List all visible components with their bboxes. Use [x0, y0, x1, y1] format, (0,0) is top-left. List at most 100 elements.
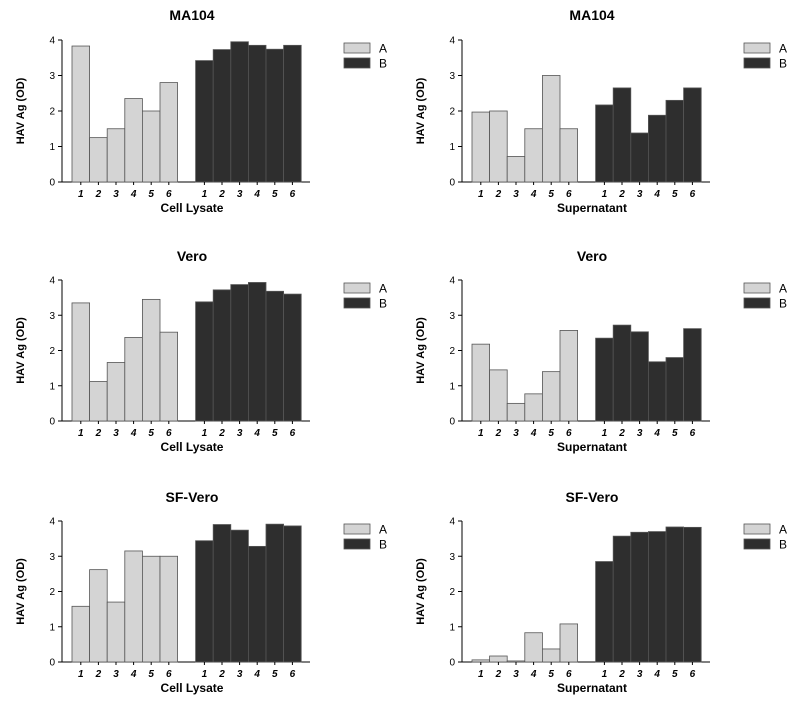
x-tick-label: 6 — [566, 428, 572, 439]
legend-swatch-b — [743, 538, 771, 550]
x-tick-label: 3 — [237, 189, 243, 200]
x-tick-label: 3 — [637, 669, 643, 680]
x-tick-label: 6 — [290, 428, 296, 439]
x-axis-label: Supernatant — [557, 440, 627, 454]
legend-swatch-a — [743, 282, 771, 294]
x-tick-label: 3 — [113, 428, 119, 439]
bar-a — [141, 110, 161, 183]
x-axis-label: Cell Lysate — [161, 440, 224, 454]
legend-label: A — [379, 42, 387, 56]
x-tick-label: 5 — [548, 669, 554, 680]
bar-a — [489, 110, 508, 183]
x-tick-label: 3 — [513, 189, 519, 200]
bar-b — [230, 284, 249, 422]
bar-a — [506, 156, 526, 183]
bar-a — [159, 82, 179, 183]
bar-b — [665, 526, 685, 663]
x-tick-label: 5 — [148, 428, 154, 439]
bar-a — [471, 111, 491, 183]
y-axis-label: HAV Ag (OD) — [415, 558, 427, 625]
legend-label: B — [779, 297, 787, 311]
y-tick-label: 4 — [49, 276, 55, 287]
x-axis-label: Cell Lysate — [161, 201, 224, 215]
y-axis-label: HAV Ag (OD) — [15, 558, 27, 625]
x-tick-label: 1 — [202, 189, 208, 200]
legend-swatch-a — [343, 523, 371, 535]
x-tick-label: 5 — [272, 428, 278, 439]
bar-a — [89, 381, 108, 422]
bar-a — [559, 128, 579, 183]
chart-title: Vero — [177, 248, 207, 264]
legend-label: A — [379, 523, 387, 537]
x-tick-label: 2 — [618, 428, 625, 439]
bar-a — [542, 371, 561, 422]
x-tick-label: 3 — [113, 189, 119, 200]
legend-swatch-b — [343, 538, 371, 550]
bar-b — [648, 361, 667, 422]
legend-swatch-a — [743, 523, 771, 535]
bar-b — [595, 337, 614, 422]
y-tick-label: 1 — [449, 142, 455, 153]
x-axis-label: Supernatant — [557, 201, 627, 215]
bar-b — [665, 99, 685, 183]
y-tick-label: 2 — [49, 107, 55, 118]
bar-a — [106, 601, 126, 663]
y-tick-label: 2 — [449, 346, 455, 357]
bar-b — [612, 87, 632, 183]
y-tick-label: 3 — [449, 311, 455, 322]
bar-a — [524, 393, 543, 422]
y-tick-label: 2 — [49, 346, 55, 357]
bar-b — [265, 48, 285, 183]
bar-b — [630, 331, 649, 422]
x-tick-label: 4 — [653, 428, 660, 439]
y-axis-label: HAV Ag (OD) — [415, 77, 427, 144]
x-tick-label: 1 — [78, 189, 84, 200]
legend-swatch-a — [743, 42, 771, 54]
x-tick-label: 2 — [218, 428, 225, 439]
x-tick-label: 6 — [166, 669, 172, 680]
x-tick-label: 1 — [602, 428, 608, 439]
x-tick-label: 3 — [237, 669, 243, 680]
bar-a — [89, 569, 108, 663]
y-tick-label: 4 — [449, 276, 455, 287]
legend-swatch-b — [743, 297, 771, 309]
bar-b — [265, 523, 285, 663]
y-tick-label: 0 — [49, 658, 55, 669]
x-tick-label: 3 — [113, 669, 119, 680]
y-tick-label: 4 — [449, 517, 455, 528]
bar-b — [195, 540, 214, 663]
x-tick-label: 2 — [618, 669, 625, 680]
bar-b — [247, 44, 267, 183]
chart-title: Vero — [577, 248, 607, 264]
bar-a — [141, 555, 161, 663]
bar-a — [506, 402, 526, 422]
legend-label: A — [379, 282, 387, 296]
bar-b — [595, 104, 614, 183]
y-tick-label: 1 — [449, 622, 455, 633]
bar-b — [665, 357, 685, 422]
x-tick-label: 5 — [672, 428, 678, 439]
bar-b — [195, 60, 214, 183]
x-tick-label: 6 — [690, 669, 696, 680]
x-tick-label: 6 — [566, 189, 572, 200]
x-tick-label: 4 — [253, 189, 260, 200]
legend-label: B — [379, 297, 387, 311]
y-tick-label: 4 — [49, 517, 55, 528]
x-tick-label: 5 — [548, 428, 554, 439]
x-tick-label: 5 — [272, 669, 278, 680]
x-axis-label: Supernatant — [557, 681, 627, 695]
legend-label: A — [779, 523, 787, 537]
bar-b — [230, 41, 249, 183]
bar-b — [195, 301, 214, 422]
y-tick-label: 3 — [49, 71, 55, 82]
x-tick-label: 5 — [148, 189, 154, 200]
x-tick-label: 5 — [272, 189, 278, 200]
x-tick-label: 4 — [530, 189, 537, 200]
legend-swatch-a — [343, 282, 371, 294]
x-tick-label: 1 — [478, 669, 484, 680]
x-tick-label: 6 — [690, 428, 696, 439]
bar-b — [630, 132, 649, 183]
bar-b — [612, 324, 632, 422]
bar-a — [489, 655, 508, 663]
